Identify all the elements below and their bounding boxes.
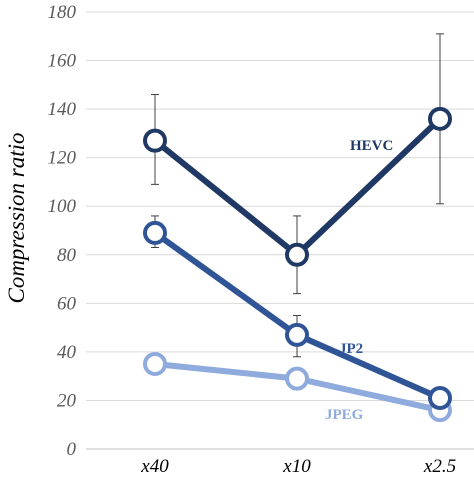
hevc-series-label: HEVC [350, 138, 393, 154]
y-tick-label: 160 [48, 51, 77, 72]
y-tick-label: 60 [57, 293, 77, 314]
y-tick-label: 40 [57, 342, 77, 363]
jp2-point [428, 386, 452, 411]
x-tick-labels: x40 x10 x2.5 [140, 456, 456, 477]
series-markers [143, 106, 452, 423]
y-tick-label: 80 [57, 245, 77, 266]
jpeg-series-label: JPEG [325, 407, 364, 423]
jp2-point [143, 220, 167, 245]
y-tick-label: 140 [48, 99, 77, 120]
jpeg-point [285, 366, 309, 391]
hevc-point [428, 106, 452, 131]
jp2-series-label: JP2 [339, 341, 363, 357]
jp2-point [285, 322, 309, 347]
hevc-point [143, 128, 167, 153]
y-axis-label: Compression ratio [4, 132, 29, 303]
x-tick-label: x40 [140, 456, 169, 477]
hevc-point [285, 242, 309, 267]
jpeg-point [143, 352, 167, 377]
y-tick-label: 20 [57, 390, 77, 411]
y-tick-label: 120 [48, 148, 77, 169]
x-tick-label: x2.5 [423, 456, 456, 477]
y-tick-label: 100 [48, 196, 77, 217]
y-tick-label: 0 [67, 439, 77, 460]
x-tick-label: x10 [282, 456, 311, 477]
y-tick-label: 180 [48, 2, 77, 23]
error-bars [151, 33, 444, 358]
y-tick-labels: 0 20 40 60 80 100 120 140 160 180 [48, 2, 77, 460]
series-labels: JPEG JP2 HEVC [325, 138, 393, 423]
gridlines [86, 11, 474, 450]
